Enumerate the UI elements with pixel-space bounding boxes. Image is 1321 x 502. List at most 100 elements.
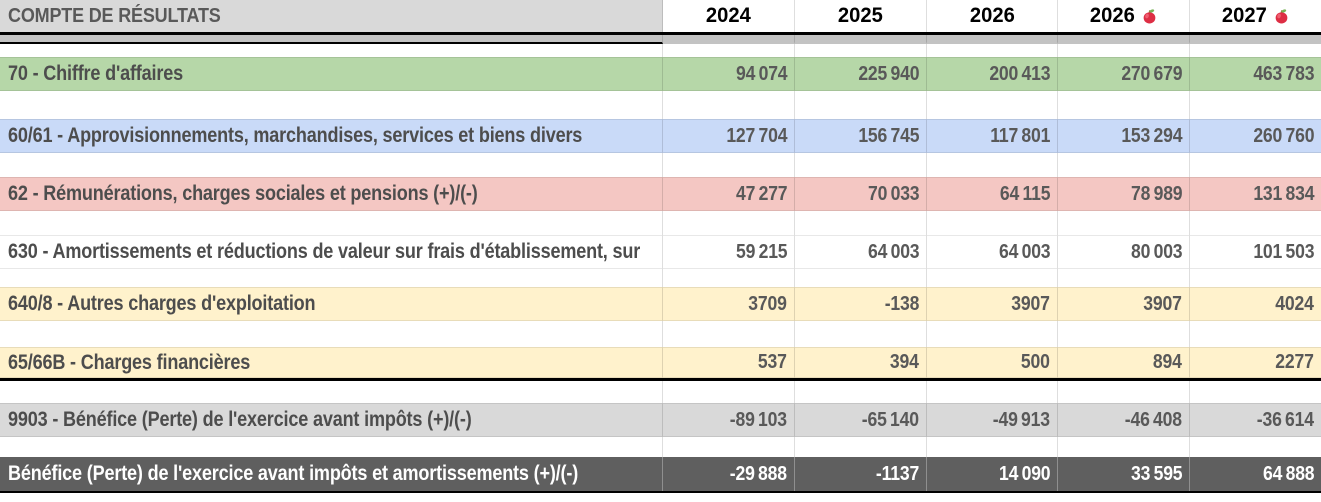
column-header-2026[interactable]: 2026 [927, 0, 1058, 32]
value-cell[interactable]: 537 [663, 347, 795, 378]
empty-cell[interactable] [1190, 153, 1321, 177]
empty-cell[interactable] [1190, 211, 1321, 235]
empty-cell[interactable] [1058, 211, 1190, 235]
value-cell[interactable]: -46 408 [1058, 403, 1190, 437]
column-header-2026-budget[interactable]: 2026 [1058, 0, 1190, 32]
empty-cell[interactable] [927, 321, 1058, 347]
value-cell[interactable]: 127 704 [663, 119, 795, 153]
value-cell[interactable]: 64 115 [927, 177, 1058, 211]
empty-cell[interactable] [0, 91, 663, 119]
empty-cell[interactable] [927, 44, 1058, 57]
row-label-cell[interactable]: Bénéfice (Perte) de l'exercice avant imp… [0, 457, 663, 491]
empty-cell[interactable] [1190, 321, 1321, 347]
value-cell[interactable]: -1137 [795, 457, 927, 491]
value-cell[interactable]: 33 595 [1058, 457, 1190, 491]
value-cell[interactable]: 59 215 [663, 235, 795, 269]
empty-cell[interactable] [663, 153, 795, 177]
empty-cell[interactable] [663, 211, 795, 235]
value-cell[interactable]: 94 074 [663, 57, 795, 91]
empty-cell[interactable] [0, 437, 663, 457]
empty-cell[interactable] [927, 91, 1058, 119]
empty-cell[interactable] [1190, 269, 1321, 287]
value-cell[interactable]: -36 614 [1190, 403, 1321, 437]
value-cell[interactable]: 2277 [1190, 347, 1321, 378]
empty-cell[interactable] [795, 321, 927, 347]
empty-cell[interactable] [0, 321, 663, 347]
value-cell[interactable]: -49 913 [927, 403, 1058, 437]
value-cell[interactable]: 260 760 [1190, 119, 1321, 153]
value-cell[interactable]: 64 888 [1262, 462, 1315, 485]
value-cell[interactable]: 225 940 [795, 57, 927, 91]
value-cell[interactable]: 117 801 [927, 119, 1058, 153]
value-cell[interactable]: 131 834 [1190, 177, 1321, 211]
empty-cell[interactable] [795, 44, 927, 57]
value-cell[interactable]: 64 003 [795, 235, 927, 269]
empty-cell[interactable] [663, 91, 795, 119]
row-label-cell[interactable]: 62 - Rémunérations, charges sociales et … [0, 177, 663, 211]
empty-cell[interactable] [927, 437, 1058, 457]
value-cell[interactable]: -89 103 [663, 403, 795, 437]
empty-cell[interactable] [663, 269, 795, 287]
row-label-cell[interactable]: 9903 - Bénéfice (Perte) de l'exercice av… [0, 403, 663, 437]
empty-cell[interactable] [795, 211, 927, 235]
value-cell[interactable]: 3709 [663, 287, 795, 321]
value-cell[interactable]: -65 140 [795, 403, 927, 437]
empty-cell[interactable] [1058, 269, 1190, 287]
empty-cell[interactable] [927, 211, 1058, 235]
empty-cell[interactable] [795, 437, 927, 457]
empty-cell[interactable] [1058, 381, 1190, 403]
value-cell[interactable]: 80 003 [1058, 235, 1190, 269]
value-cell[interactable]: -138 [795, 287, 927, 321]
row-label-cell[interactable]: 630 - Amortissements et réductions de va… [0, 235, 663, 269]
empty-cell[interactable] [0, 211, 663, 235]
empty-cell[interactable] [1058, 321, 1190, 347]
value-cell[interactable]: 394 [795, 347, 927, 378]
empty-cell[interactable] [927, 269, 1058, 287]
empty-cell[interactable] [663, 437, 795, 457]
empty-cell[interactable] [927, 381, 1058, 403]
empty-cell[interactable] [795, 153, 927, 177]
value-cell[interactable]: 463 783 [1190, 57, 1321, 91]
value-cell[interactable]: 64 003 [927, 235, 1058, 269]
empty-cell[interactable] [795, 381, 927, 403]
empty-cell[interactable] [0, 269, 663, 287]
value-cell[interactable]: 3907 [927, 287, 1058, 321]
empty-cell[interactable] [663, 381, 795, 403]
row-label-cell[interactable]: 60/61 - Approvisionnements, marchandises… [0, 119, 663, 153]
value-cell[interactable]: 14 090 [927, 457, 1058, 491]
empty-cell[interactable] [0, 153, 663, 177]
empty-cell[interactable] [663, 44, 795, 57]
value-cell[interactable]: 153 294 [1058, 119, 1190, 153]
empty-cell[interactable] [1190, 437, 1321, 457]
value-cell[interactable]: 3907 [1058, 287, 1190, 321]
column-header-2027-budget[interactable]: 2027 [1190, 0, 1321, 32]
value-cell[interactable]: 500 [927, 347, 1058, 378]
empty-cell[interactable] [927, 153, 1058, 177]
value-cell[interactable]: 101 503 [1190, 235, 1321, 269]
row-label-cell[interactable]: 640/8 - Autres charges d'exploitation [0, 287, 663, 321]
empty-cell[interactable] [1058, 153, 1190, 177]
column-header-2025[interactable]: 2025 [795, 0, 927, 32]
row-label-cell[interactable]: 70 - Chiffre d'affaires [0, 57, 663, 91]
empty-cell[interactable] [0, 44, 663, 57]
empty-cell[interactable] [663, 321, 795, 347]
value-cell[interactable]: 200 413 [927, 57, 1058, 91]
empty-cell[interactable] [1190, 381, 1321, 403]
value-cell[interactable]: 894 [1058, 347, 1190, 378]
value-cell[interactable]: 156 745 [795, 119, 927, 153]
value-cell[interactable]: 270 679 [1058, 57, 1190, 91]
value-cell[interactable]: -29 888 [663, 457, 795, 491]
sheet-title-cell[interactable]: COMPTE DE RÉSULTATS [0, 0, 663, 32]
empty-cell[interactable] [1058, 437, 1190, 457]
empty-cell[interactable] [795, 269, 927, 287]
value-cell[interactable]: 47 277 [663, 177, 795, 211]
empty-cell[interactable] [1190, 91, 1321, 119]
value-cell[interactable]: 70 033 [795, 177, 927, 211]
empty-cell[interactable] [795, 91, 927, 119]
empty-cell[interactable] [1190, 44, 1321, 57]
column-header-2024[interactable]: 2024 [663, 0, 795, 32]
value-cell[interactable]: 4024 [1190, 287, 1321, 321]
empty-cell[interactable] [1058, 44, 1190, 57]
value-cell[interactable]: 78 989 [1058, 177, 1190, 211]
empty-cell[interactable] [0, 381, 663, 403]
